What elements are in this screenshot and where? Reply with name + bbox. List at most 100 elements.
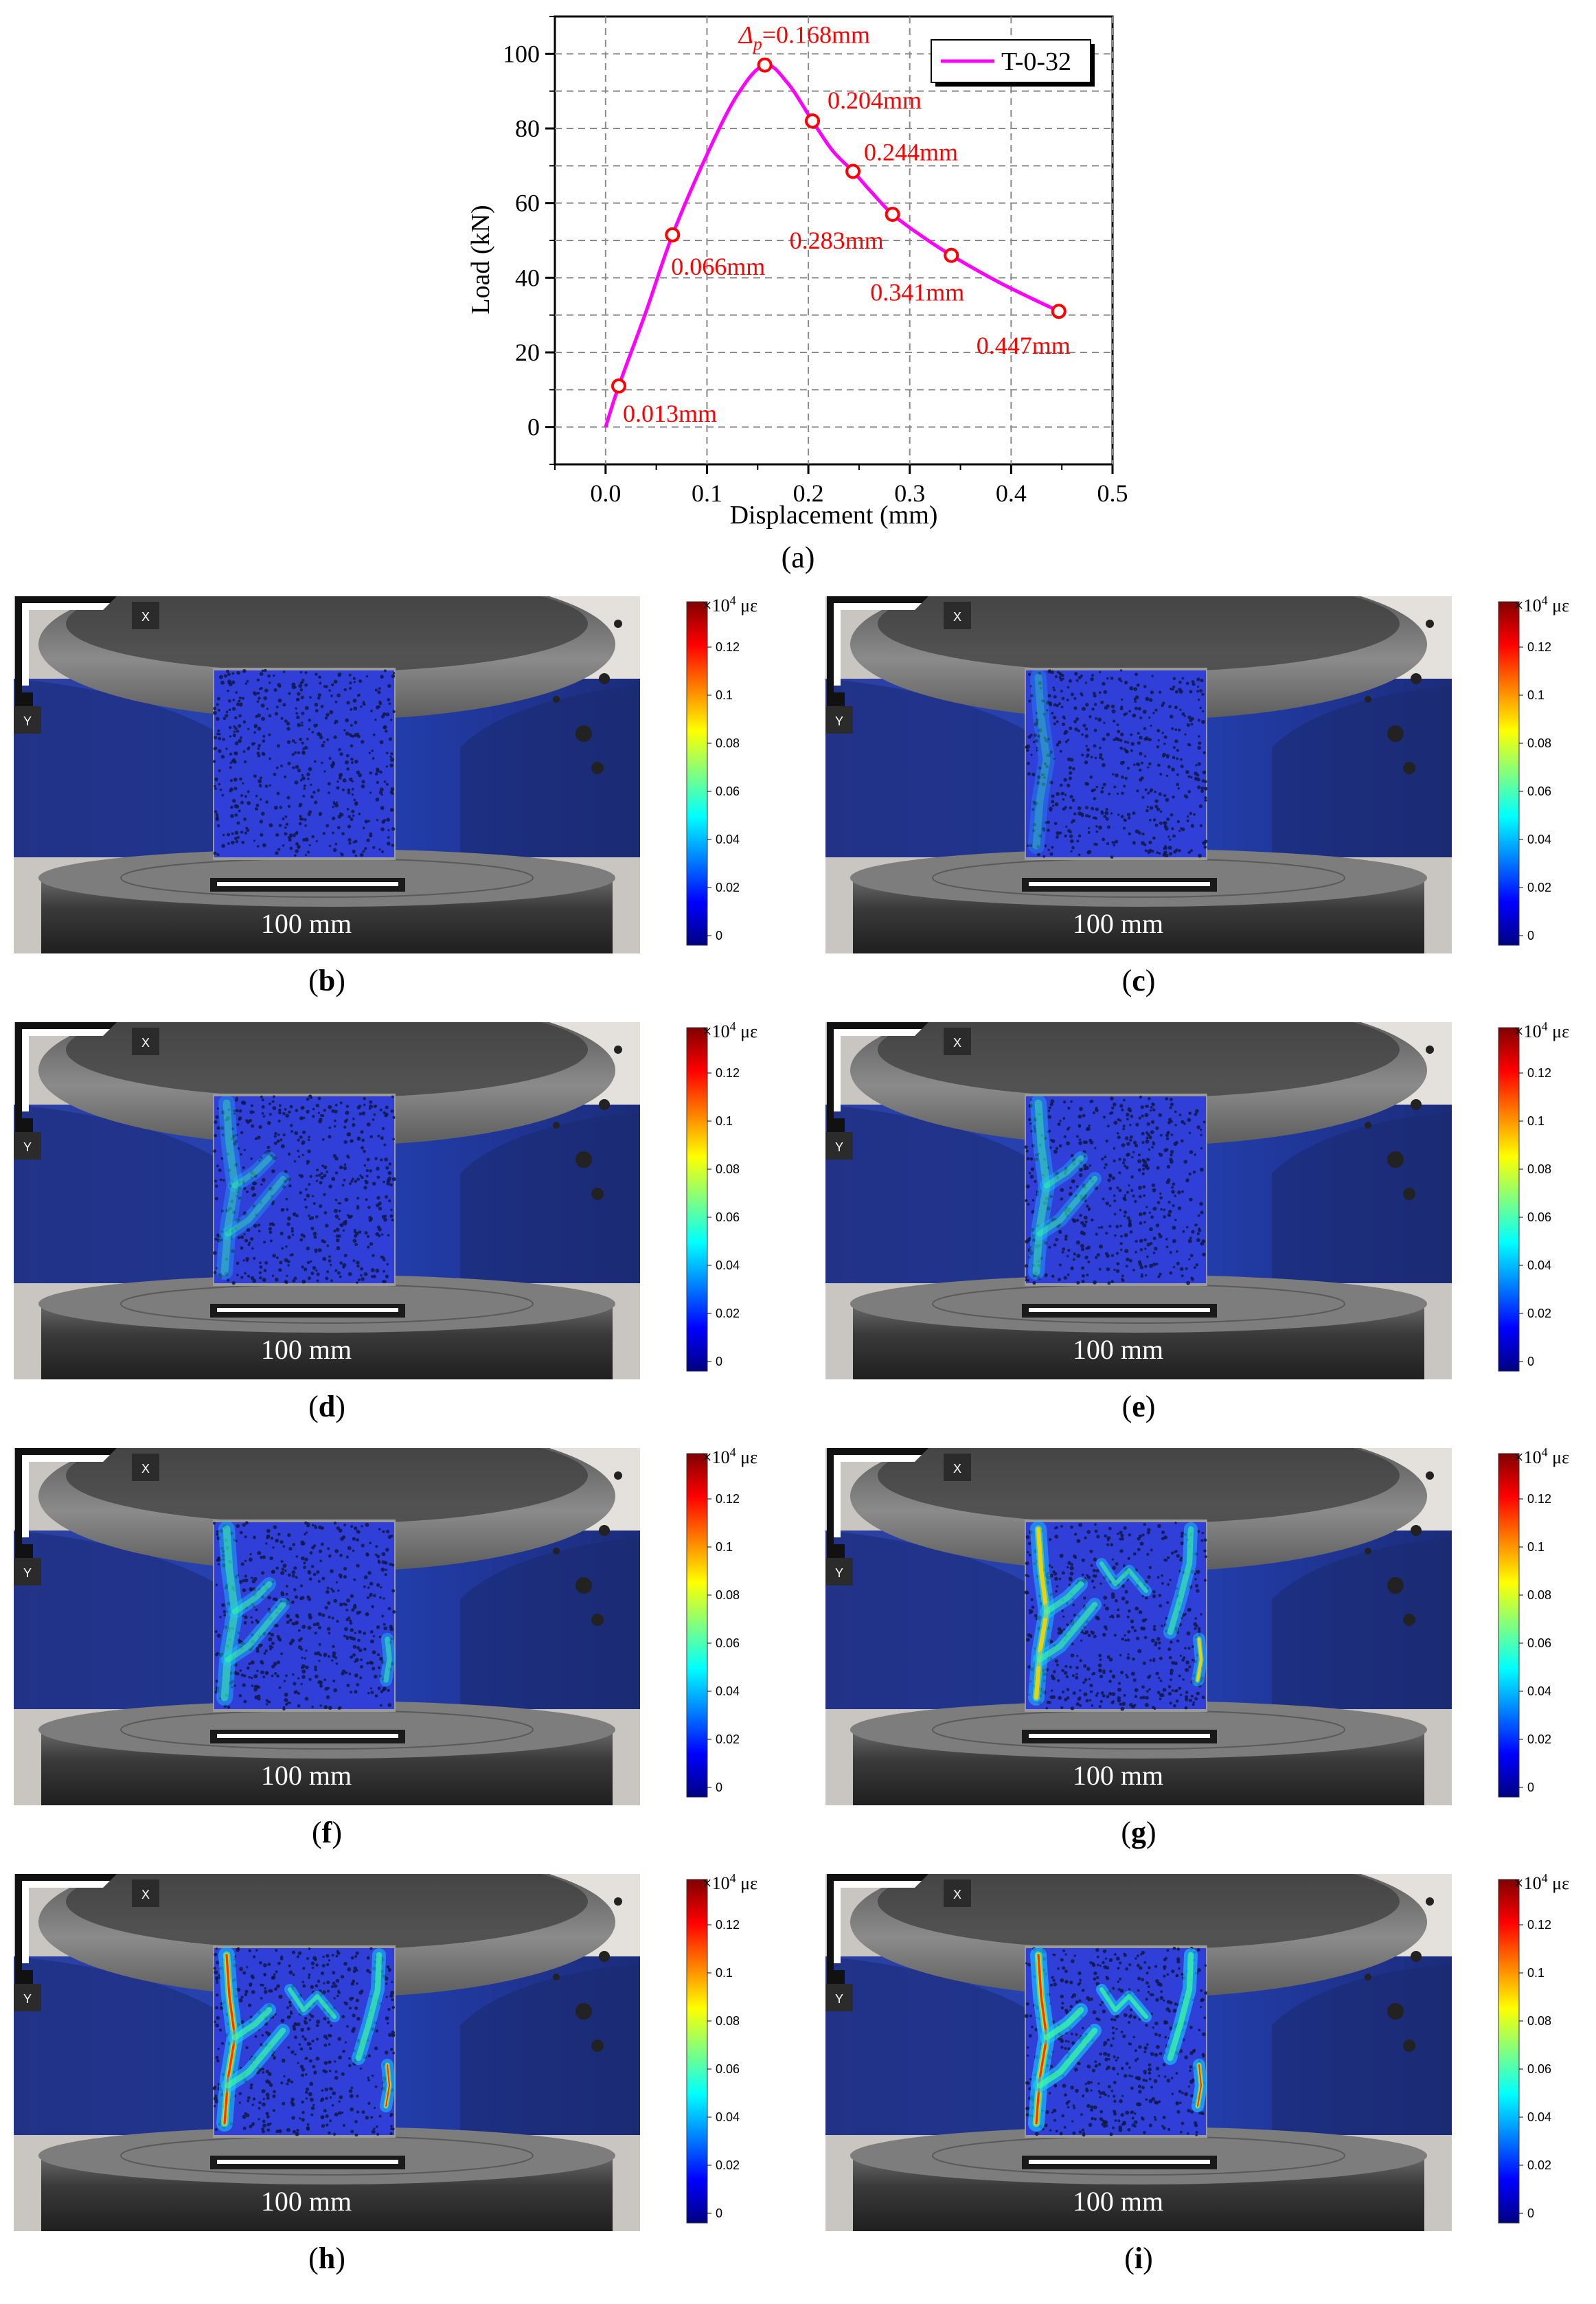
axis-y-label: Y (835, 1566, 843, 1580)
x-tick-label: 0.5 (1097, 479, 1128, 507)
colorbar-tick-label: 0.04 (1527, 2110, 1551, 2124)
axis-x-label: X (141, 610, 150, 624)
dic-panel-g: X Y 100 mm ×104 με 0.12 0.1 0.08 0.06 0.04 0.02 0 (… (825, 1445, 1582, 1860)
panel-caption-h: (h) (308, 2241, 345, 2275)
axis-x-box (944, 1028, 971, 1055)
axis-x-box (132, 1028, 159, 1055)
marker-label: 0.066mm (671, 253, 765, 280)
x-tick-label: 0.2 (793, 479, 824, 507)
scale-bar (217, 2160, 398, 2164)
colorbar-tick-label: 0.04 (716, 1684, 740, 1698)
x-tick-label: 0.1 (692, 479, 722, 507)
colorbar-tick-label: 0.12 (1527, 1066, 1551, 1080)
strain-colorbar: ×104 με 0.12 0.1 0.08 0.06 0.04 0.02 0 (1479, 1871, 1582, 2235)
colorbar-tick-label: 0.1 (716, 1966, 733, 1980)
dic-panel-f: X Y 100 mm ×104 με 0.12 0.1 0.08 0.06 0.04 0.02 0 (… (14, 1445, 771, 1860)
strain-colorbar: ×104 με 0.12 0.1 0.08 0.06 0.04 0.02 0 (1479, 1019, 1582, 1383)
axis-x-box (944, 1454, 971, 1481)
colorbar-tick-label: 0.1 (1527, 688, 1544, 702)
y-tick-label: 20 (515, 339, 540, 366)
strain-colorbar: ×104 με 0.12 0.1 0.08 0.06 0.04 0.02 0 (1479, 1445, 1582, 1809)
chart-series (604, 63, 1060, 428)
colorbar-tick-label: 0.12 (716, 1066, 740, 1080)
dic-panel-h: X Y 100 mm ×104 με 0.12 0.1 0.08 0.06 0.04 0.02 0 (… (14, 1871, 769, 2286)
colorbar-tick-label: 0 (716, 1781, 722, 1794)
marker-point (804, 113, 820, 129)
colorbar-tick-label: 0.02 (716, 1307, 740, 1320)
colorbar-tick-label: 0.02 (716, 1732, 740, 1746)
marker-point (885, 206, 900, 222)
colorbar-tick-label: 0.06 (1527, 784, 1551, 798)
axis-x-label: X (953, 1888, 961, 1901)
scale-bar-label: 100 mm (261, 2186, 352, 2217)
colorbar-tick-label: 0.04 (716, 2110, 740, 2124)
marker-point (845, 163, 861, 179)
scale-bar-label: 100 mm (261, 908, 352, 939)
colorbar-tick-label: 0.12 (1527, 1492, 1551, 1506)
panel-caption-g: (g) (1121, 1816, 1156, 1849)
scale-bar-label: 100 mm (1073, 1760, 1163, 1791)
axis-y-box (825, 1132, 853, 1160)
axis-x-label: X (141, 1036, 150, 1050)
axis-y-box (14, 1558, 41, 1585)
colorbar-tick-label: 0.06 (716, 2062, 740, 2076)
colorbar-tick-label: 0.12 (1527, 1918, 1551, 1932)
strain-colorbar: ×104 με 0.12 0.1 0.08 0.06 0.04 0.02 0 (668, 1019, 771, 1383)
x-tick-label: 0.3 (894, 479, 925, 507)
x-tick-label: 0.0 (590, 479, 621, 507)
colorbar-tick-label: 0.1 (1527, 1540, 1544, 1554)
dic-strain-image: X Y 100 mm (825, 1448, 1452, 1805)
colorbar-tick-label: 0 (1527, 1355, 1534, 1368)
axis-x-box (944, 1879, 971, 1907)
axis-y-box (825, 706, 853, 734)
scale-bar (217, 882, 398, 886)
colorbar-tick-label: 0.02 (1527, 881, 1551, 894)
axis-x-box (944, 602, 971, 629)
panel-caption-c: (c) (1121, 964, 1156, 997)
axis-x-label: X (953, 1462, 961, 1476)
colorbar-tick-label: 0.06 (1527, 1210, 1551, 1224)
legend-label: T-0-32 (1001, 47, 1071, 76)
marker-label: 0.283mm (790, 227, 884, 254)
colorbar-tick-label: 0.12 (1527, 640, 1551, 654)
colorbar-tick-label: 0.1 (716, 1114, 733, 1128)
marker-label: 0.013mm (623, 400, 717, 427)
colorbar-tick-label: 0.12 (716, 1918, 740, 1932)
axis-x-label: X (141, 1462, 150, 1476)
axis-y-label: Y (23, 1992, 32, 2006)
colorbar-tick-label: 0.06 (1527, 2062, 1551, 2076)
scale-bar-label: 100 mm (261, 1334, 352, 1365)
dic-panel-i: X Y 100 mm ×104 με 0.12 0.1 0.08 0.06 0.04 0.02 0 (… (825, 1871, 1582, 2286)
peak-label: Δp=0.168mm (738, 21, 870, 54)
colorbar-tick-label: 0.08 (1527, 2014, 1551, 2028)
colorbar-tick-label: 0 (716, 1355, 722, 1368)
colorbar-unit: ×104 με (702, 596, 757, 615)
axis-y-box (14, 706, 41, 734)
colorbar-tick-label: 0.08 (1527, 1162, 1551, 1176)
dic-strain-image: X Y 100 mm (14, 596, 640, 953)
colorbar-tick-label: 0.02 (1527, 1732, 1551, 1746)
chart-grid (554, 15, 1114, 466)
axis-y-label: Y (23, 1140, 32, 1154)
dic-panel-e: X Y 100 mm ×104 με 0.12 0.1 0.08 0.06 0.04 0.02 0 (… (825, 1019, 1582, 1434)
colorbar-tick-label: 0 (1527, 1781, 1534, 1794)
chart-ticks: 0.0 0.1 0.2 0.3 0.4 0.5 0 20 40 60 80 100 (503, 16, 1128, 507)
colorbar-tick-label: 0.06 (716, 1636, 740, 1650)
colorbar-unit: ×104 με (1514, 596, 1569, 615)
colorbar-tick-label: 0.04 (1527, 1258, 1551, 1272)
marker-label: 0.244mm (864, 138, 958, 166)
scale-bar (1029, 1308, 1210, 1312)
colorbar-unit: ×104 με (702, 1874, 757, 1893)
colorbar-tick-label: 0.06 (716, 784, 740, 798)
colorbar-tick-label: 0.08 (716, 2014, 740, 2028)
strain-colorbar: ×104 με 0.12 0.1 0.08 0.06 0.04 0.02 0 (668, 1445, 771, 1809)
chart-legend: T-0-32 (931, 39, 1095, 87)
colorbar-tick-label: 0.02 (716, 2158, 740, 2172)
y-tick-label: 100 (503, 40, 540, 67)
axis-y-label: Y (835, 1992, 843, 2006)
x-tick-label: 0.4 (996, 479, 1027, 507)
colorbar-tick-label: 0.02 (1527, 1307, 1551, 1320)
marker-label: 0.204mm (828, 87, 922, 114)
panel-caption-b: (b) (308, 964, 345, 997)
colorbar-tick-label: 0.08 (1527, 736, 1551, 750)
